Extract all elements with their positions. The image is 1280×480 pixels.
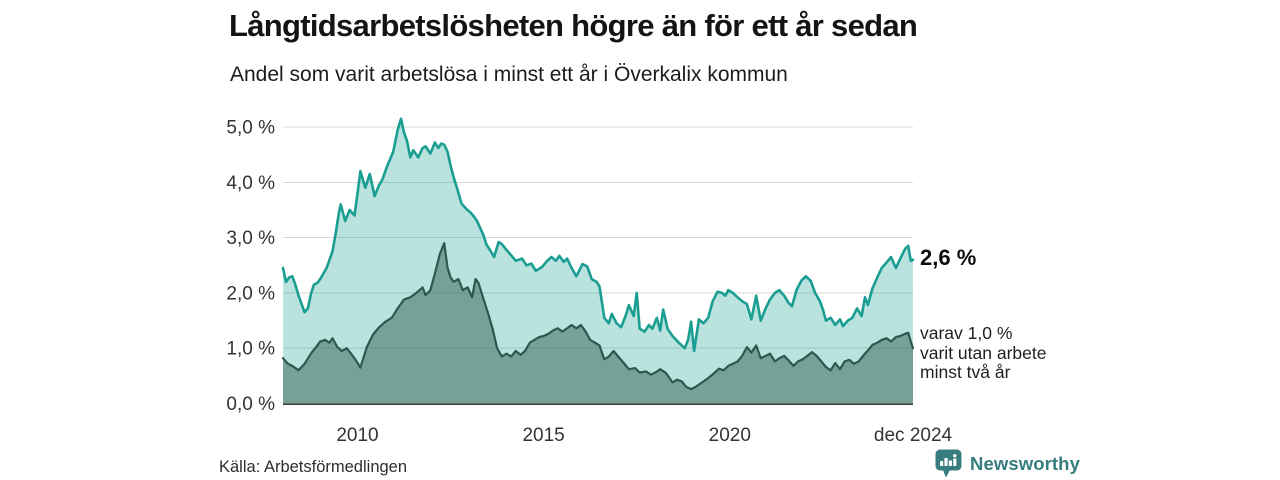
annotation-latest-value: 2,6 % [920, 245, 977, 270]
x-tick-label: 2020 [709, 425, 751, 446]
annotation-secondary-value: varav 1,0 % varit utan arbete minst två … [920, 324, 1057, 383]
annotation-secondary-line2: varit utan arbete [920, 342, 1047, 363]
newsworthy-icon [935, 449, 962, 478]
annotation-secondary-line3: minst två år [920, 362, 1011, 382]
newsworthy-logo: Newsworthy [934, 448, 1080, 479]
series-line-0 [281, 117, 915, 353]
x-tick-label: 2015 [522, 425, 564, 446]
y-tick-label: 4,0 % [226, 173, 275, 194]
series-area-1 [283, 243, 913, 404]
x-tick-label: 2010 [336, 425, 378, 446]
y-tick-label: 3,0 % [226, 228, 275, 249]
chart-title: Långtidsarbetslösheten högre än för ett … [229, 8, 918, 43]
y-tick-label: 5,0 % [226, 118, 275, 139]
series-line-1 [281, 242, 915, 391]
newsworthy-wordmark: Newsworthy [970, 452, 1080, 474]
chart-subtitle: Andel som varit arbetslösa i minst ett å… [230, 63, 788, 86]
y-tick-label: 1,0 % [226, 339, 275, 360]
y-tick-label: 2,0 % [226, 283, 275, 304]
source-note: Källa: Arbetsförmedlingen [219, 458, 408, 476]
x-tick-label: dec 2024 [874, 425, 953, 446]
series-area-0 [283, 118, 913, 404]
y-tick-label: 0,0 % [226, 394, 275, 415]
annotation-secondary-line1: varav 1,0 % [920, 324, 1013, 343]
